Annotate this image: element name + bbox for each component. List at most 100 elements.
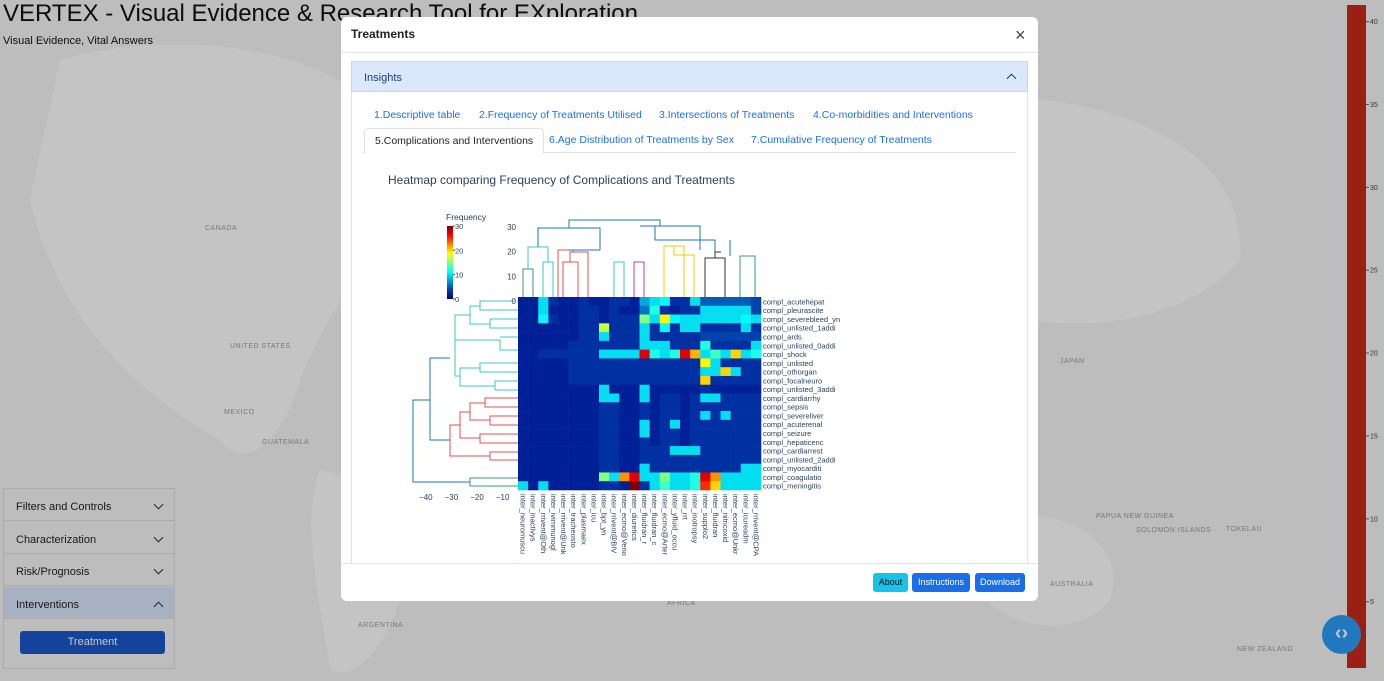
y-tick-label: 30 bbox=[507, 223, 516, 232]
heatmap-cell bbox=[700, 402, 711, 412]
heatmap-cell bbox=[588, 323, 600, 333]
heatmap-cell bbox=[730, 384, 742, 394]
heatmap-cell bbox=[528, 340, 539, 350]
heatmap-cell bbox=[710, 375, 721, 386]
close-button[interactable]: × bbox=[1015, 25, 1026, 45]
heatmap-cell bbox=[518, 463, 529, 473]
accordion-header[interactable]: Insights bbox=[351, 61, 1028, 92]
footer-button[interactable]: About bbox=[873, 573, 908, 592]
heatmap-cell bbox=[619, 428, 630, 438]
heatmap-cell bbox=[700, 384, 711, 394]
footer-button[interactable]: Download bbox=[975, 573, 1025, 592]
heatmap-cell bbox=[588, 375, 600, 386]
row-label: compl_meningitis bbox=[763, 482, 821, 491]
heatmap-cell bbox=[599, 419, 610, 429]
heatmap-cell bbox=[599, 481, 610, 491]
column-label: inter_ecmo@Arter bbox=[660, 494, 669, 555]
tab[interactable]: 2.Frequency of Treatments Utilised bbox=[479, 109, 642, 121]
tab[interactable]: 6.Age Distribution of Treatments by Sex bbox=[549, 134, 735, 146]
column-label: inter_neuromuscu bbox=[519, 494, 528, 554]
heatmap-cell bbox=[690, 446, 701, 456]
heatmap-cell bbox=[680, 472, 691, 482]
row-label: compl_seizure bbox=[763, 429, 811, 438]
column-label: inter_rrivent@Unk bbox=[559, 494, 568, 555]
heatmap-cell bbox=[578, 393, 590, 403]
heatmap-cell bbox=[588, 402, 600, 412]
heatmap-cell bbox=[518, 481, 529, 491]
heatmap-cell bbox=[619, 332, 630, 342]
heatmap-cell bbox=[659, 384, 671, 394]
heatmap-cell bbox=[700, 463, 711, 473]
x-tick-label: −10 bbox=[496, 493, 510, 502]
heatmap-cell bbox=[558, 393, 569, 403]
heatmap-cell bbox=[528, 393, 539, 403]
heatmap-cell bbox=[680, 446, 691, 456]
heatmap-cell bbox=[538, 323, 549, 333]
column-label: inter_plasmaex bbox=[579, 494, 588, 545]
heatmap-cell bbox=[528, 419, 539, 429]
heatmap-cell bbox=[578, 349, 590, 359]
map-label: CANADA bbox=[205, 225, 238, 232]
heatmap-cell bbox=[740, 375, 752, 386]
heatmap-cell bbox=[639, 297, 650, 307]
row-label: compl_pleurascite bbox=[763, 306, 823, 315]
row-label: compl_unlisted_1addi bbox=[763, 324, 836, 333]
heatmap-cell bbox=[690, 402, 701, 412]
sidebar-item[interactable]: Filters and Controls bbox=[4, 489, 174, 521]
tab[interactable]: 3.Intersections of Treatments bbox=[659, 109, 795, 121]
tab[interactable]: 4.Co-morbidities and Interventions bbox=[813, 109, 973, 121]
heatmap-cell bbox=[518, 411, 529, 421]
heatmap-cell bbox=[700, 472, 711, 482]
heatmap-cell bbox=[649, 463, 661, 473]
sidebar-item[interactable]: Risk/Prognosis bbox=[4, 554, 174, 586]
heatmap-cell bbox=[599, 358, 610, 368]
heatmap-cell bbox=[669, 384, 681, 394]
heatmap-cell bbox=[740, 332, 752, 342]
heatmap-cell bbox=[518, 472, 529, 482]
heatmap-cell bbox=[730, 393, 742, 403]
heatmap-cell bbox=[588, 314, 600, 324]
heatmap-cell bbox=[528, 402, 539, 412]
heatmap-cell bbox=[680, 428, 691, 438]
colorbar-title: Frequency bbox=[446, 212, 487, 222]
heatmap-cell bbox=[680, 358, 691, 368]
heatmap-cell bbox=[558, 297, 569, 307]
heatmap-cell bbox=[710, 349, 721, 359]
heatmap-cell bbox=[588, 297, 600, 307]
heatmap-cell bbox=[690, 314, 701, 324]
heatmap-cell bbox=[548, 323, 559, 333]
treatment-button[interactable]: Treatment bbox=[20, 631, 165, 654]
heatmap-cell bbox=[528, 375, 539, 386]
heatmap-cell bbox=[720, 481, 731, 491]
heatmap-cell bbox=[710, 332, 721, 342]
column-label: inter_tracheosto bbox=[569, 494, 578, 548]
footer-button[interactable]: Instructions bbox=[912, 573, 970, 592]
heatmap-cell bbox=[669, 358, 681, 368]
heatmap-cell bbox=[649, 402, 661, 412]
toggle-button[interactable]: ‹› bbox=[1322, 615, 1361, 654]
heatmap-cell bbox=[720, 349, 731, 359]
tab[interactable]: 7.Cumulative Frequency of Treatments bbox=[751, 134, 932, 146]
tab[interactable]: 5.Complications and Interventions bbox=[364, 128, 545, 154]
heatmap-cell bbox=[558, 305, 569, 315]
heatmap-cell bbox=[629, 349, 640, 359]
heatmap-cell bbox=[720, 375, 731, 386]
heatmap-cell bbox=[578, 428, 590, 438]
sidebar-item[interactable]: Characterization bbox=[4, 522, 174, 554]
heatmap-cell bbox=[750, 481, 762, 491]
sidebar-item[interactable]: Interventions bbox=[4, 586, 174, 619]
heatmap-cell bbox=[639, 349, 650, 359]
column-label: inter_nitricoxid bbox=[721, 494, 730, 542]
heatmap-cell bbox=[558, 463, 569, 473]
sidebar-item-label: Filters and Controls bbox=[16, 501, 112, 513]
heatmap-cell bbox=[548, 402, 559, 412]
heatmap-cell bbox=[659, 349, 671, 359]
heatmap-cell bbox=[669, 402, 681, 412]
heatmap-cell bbox=[730, 446, 742, 456]
heatmap-cell bbox=[669, 463, 681, 473]
heatmap-cell bbox=[740, 358, 752, 368]
tab[interactable]: 1.Descriptive table bbox=[374, 109, 461, 121]
heatmap-cell bbox=[609, 323, 620, 333]
heatmap-cell bbox=[609, 340, 620, 350]
heatmap-cell bbox=[710, 428, 721, 438]
